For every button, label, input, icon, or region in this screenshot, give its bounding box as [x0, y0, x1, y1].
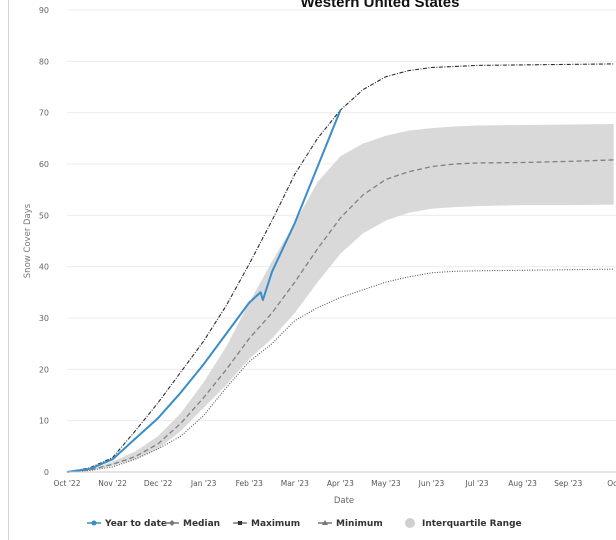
x-tick-label: Nov '22 [98, 479, 127, 488]
y-tick-label: 90 [39, 6, 49, 15]
x-tick-label: Dec '22 [144, 479, 173, 488]
x-tick-label: Jul '23 [465, 479, 489, 488]
y-tick-label: 50 [39, 211, 49, 220]
y-tick-label: 70 [39, 109, 49, 118]
series-line-year-to-date [66, 109, 342, 473]
legend-item-minimum[interactable]: Minimum [318, 519, 383, 529]
y-tick-label: 10 [39, 417, 49, 426]
chart-title: Western United States [300, 0, 460, 11]
legend-marker-square [238, 521, 242, 525]
axes: 0 10 20 30 40 50 60 70 80 90 Oct '22 Nov '22 Dec '22… [23, 6, 616, 506]
x-tick-label: Oct '22 [54, 479, 81, 488]
x-axis-label: Date [334, 496, 354, 506]
legend-label: Maximum [251, 519, 300, 529]
legend-item-interquartile-range[interactable]: Interquartile Range [405, 518, 522, 529]
y-tick-label: 80 [39, 57, 49, 66]
x-tick-label: May '23 [371, 479, 401, 488]
legend-label: Minimum [336, 519, 383, 529]
y-axis-label: Snow Cover Days [23, 203, 33, 278]
series-layer [66, 63, 614, 473]
y-tick-label: 40 [39, 263, 49, 272]
legend-label: Year to date [104, 519, 167, 529]
iqr-band [67, 124, 614, 472]
x-tick-label: Aug '23 [508, 479, 537, 488]
iqr-band-layer [67, 124, 614, 472]
x-tick-label: Feb '23 [236, 479, 263, 488]
x-tick-label: Jan '23 [190, 479, 217, 488]
legend[interactable]: Year to date Median Maximum Minimum Interqua… [87, 518, 522, 529]
y-tick-label: 0 [44, 468, 49, 477]
x-tick-label: Mar '23 [281, 479, 309, 488]
panel-border [8, 0, 9, 540]
legend-item-maximum[interactable]: Maximum [233, 519, 300, 529]
series-line-maximum [66, 63, 614, 473]
legend-marker-circle [405, 518, 415, 528]
legend-marker-dot [91, 520, 97, 526]
series-line-minimum [66, 268, 614, 473]
legend-marker-diamond [169, 520, 175, 526]
legend-item-median[interactable]: Median [165, 519, 220, 529]
x-tick-label: Oct [607, 479, 616, 488]
x-tick-label: Jun '23 [418, 479, 445, 488]
legend-label: Interquartile Range [422, 519, 522, 529]
x-tick-label: Sep '23 [554, 479, 582, 488]
legend-item-year-to-date[interactable]: Year to date [87, 519, 167, 529]
y-tick-label: 20 [39, 365, 49, 374]
series-line-median [66, 159, 614, 473]
y-tick-label: 60 [39, 160, 49, 169]
legend-label: Median [183, 519, 220, 529]
x-tick-label: Apr '23 [327, 479, 354, 488]
legend-marker-triangle [322, 520, 328, 525]
y-tick-label: 30 [39, 314, 49, 323]
